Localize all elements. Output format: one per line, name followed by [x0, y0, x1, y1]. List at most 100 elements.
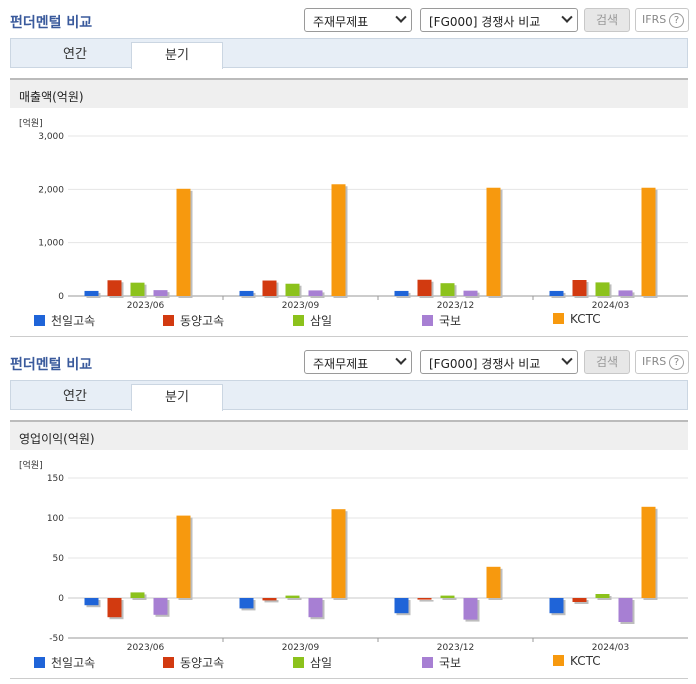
x-tick-label: 2023/06 — [127, 301, 165, 311]
legend-item[interactable]: 동양고속 — [163, 654, 224, 671]
peer-group-select[interactable]: [FG000] 경쟁사 비교 — [420, 8, 578, 32]
help-icon: ? — [669, 355, 684, 370]
legend-label: 동양고속 — [180, 656, 225, 670]
fundamental-compare-panel: 펀더멘털 비교 주재무제표 [FG000] 경쟁사 비교 검색 IFRS ? 연… — [0, 342, 696, 684]
panel-header: 펀더멘털 비교 주재무제표 [FG000] 경쟁사 비교 검색 IFRS ? — [0, 0, 696, 38]
bar — [417, 598, 432, 600]
bar — [262, 280, 277, 296]
bar — [618, 598, 633, 622]
ifrs-help-button[interactable]: IFRS ? — [635, 8, 689, 32]
bar — [107, 280, 122, 296]
divider — [10, 678, 688, 679]
bar — [440, 283, 455, 296]
legend-label: 천일고속 — [51, 656, 96, 670]
legend-label: 삼일 — [310, 656, 333, 670]
peer-group-value: [FG000] 경쟁사 비교 — [429, 15, 541, 29]
legend-item[interactable]: KCTC — [553, 312, 601, 326]
bar — [595, 594, 610, 598]
bar — [440, 595, 455, 598]
bar — [641, 506, 656, 598]
metric-title: 영업이익(억원) — [19, 432, 95, 446]
ifrs-label: IFRS — [642, 13, 667, 26]
bar — [331, 509, 346, 598]
legend-item[interactable]: 동양고속 — [163, 312, 224, 329]
bar — [549, 290, 564, 296]
y-tick-label: 100 — [47, 514, 64, 524]
x-tick-label: 2024/03 — [592, 643, 629, 653]
tab-annual[interactable]: 연간 — [63, 47, 87, 62]
legend-swatch — [553, 313, 564, 324]
bar-shadow — [419, 600, 434, 602]
legend-swatch — [34, 315, 45, 326]
bar-shadow — [442, 597, 457, 600]
peer-group-select[interactable]: [FG000] 경쟁사 비교 — [420, 350, 578, 374]
tab-annual[interactable]: 연간 — [63, 389, 87, 404]
y-tick-label: 3,000 — [38, 132, 64, 142]
statement-type-value: 주재무제표 — [313, 357, 369, 371]
chart-legend: 천일고속 동양고속 삼일 국보 KCTC — [0, 654, 696, 672]
peer-group-value: [FG000] 경쟁사 비교 — [429, 357, 541, 371]
legend-swatch — [163, 657, 174, 668]
bar — [84, 290, 99, 296]
bar — [176, 515, 191, 598]
bar — [176, 188, 191, 296]
legend-label: 삼일 — [310, 314, 333, 328]
legend-item[interactable]: 천일고속 — [34, 312, 95, 329]
bar — [308, 290, 323, 296]
bar-shadow — [264, 600, 279, 603]
bar — [239, 290, 254, 296]
metric-header: 영업이익(억원) — [10, 420, 688, 450]
tab-quarterly[interactable]: 분기 — [131, 42, 223, 69]
tab-quarterly[interactable]: 분기 — [131, 384, 223, 411]
chart-legend: 천일고속 동양고속 삼일 국보 KCTC — [0, 312, 696, 330]
legend-item[interactable]: KCTC — [553, 654, 601, 668]
bar — [153, 290, 168, 296]
x-tick-label: 2023/09 — [282, 301, 320, 311]
legend-label: KCTC — [570, 654, 601, 668]
y-tick-label: 50 — [53, 554, 65, 564]
legend-swatch — [422, 315, 433, 326]
legend-swatch — [163, 315, 174, 326]
bar — [486, 187, 501, 296]
bar-shadow — [287, 597, 302, 600]
bar — [239, 598, 254, 609]
legend-item[interactable]: 삼일 — [293, 654, 332, 671]
bar — [549, 598, 564, 614]
panel-title: 펀더멘털 비교 — [10, 357, 93, 373]
ifrs-label: IFRS — [642, 355, 667, 368]
bar — [572, 598, 587, 602]
statement-type-select[interactable]: 주재무제표 — [304, 8, 412, 32]
statement-type-select[interactable]: 주재무제표 — [304, 350, 412, 374]
bar — [331, 184, 346, 296]
legend-item[interactable]: 천일고속 — [34, 654, 95, 671]
panel-title: 펀더멘털 비교 — [10, 15, 93, 31]
bar — [84, 598, 99, 606]
legend-item[interactable]: 삼일 — [293, 312, 332, 329]
ifrs-help-button[interactable]: IFRS ? — [635, 350, 689, 374]
chevron-down-icon — [561, 11, 573, 23]
legend-item[interactable]: 국보 — [422, 654, 461, 671]
bar — [285, 595, 300, 598]
divider — [10, 336, 688, 337]
bar — [262, 598, 277, 601]
search-button[interactable]: 검색 — [584, 8, 630, 32]
bar — [618, 290, 633, 296]
x-tick-label: 2023/06 — [127, 643, 165, 653]
y-tick-label: 2,000 — [38, 185, 64, 195]
legend-label: 동양고속 — [180, 314, 225, 328]
search-button[interactable]: 검색 — [584, 350, 630, 374]
legend-swatch — [553, 655, 564, 666]
x-tick-label: 2023/12 — [437, 301, 474, 311]
bar — [417, 279, 432, 296]
revenue-bar-chart: [억원] 0 1,000 2,000 3,000 2023/06 2023/09 2023/1… — [19, 117, 688, 311]
x-tick-label: 2023/09 — [282, 643, 320, 653]
x-tick-label: 2023/12 — [437, 643, 474, 653]
bar — [130, 282, 145, 296]
bar — [463, 598, 478, 620]
bar — [641, 187, 656, 296]
y-tick-label: 0 — [58, 594, 64, 604]
period-tabs: 연간 분기 — [10, 38, 688, 69]
legend-swatch — [293, 657, 304, 668]
bar — [107, 598, 122, 618]
legend-item[interactable]: 국보 — [422, 312, 461, 329]
